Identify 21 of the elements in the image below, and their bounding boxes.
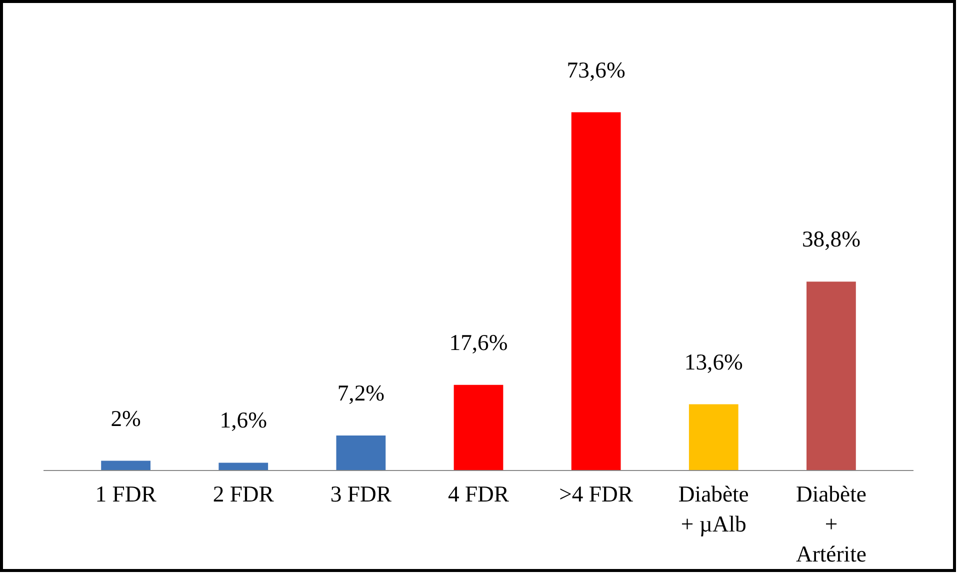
bar [101, 460, 150, 470]
data-label: 17,6% [449, 330, 508, 355]
x-tick-label: 1 FDR [95, 482, 158, 506]
bar [571, 112, 621, 470]
data-label: 38,8% [802, 226, 861, 252]
x-tick-label: 2 FDR [212, 482, 275, 506]
bar [688, 404, 738, 470]
data-label: 73,6% [566, 57, 626, 82]
x-tick-label: Diabète + µAlb [678, 482, 749, 536]
bar [806, 282, 856, 470]
bar [454, 384, 504, 470]
x-tick-label: 4 FDR [448, 482, 510, 506]
bar [218, 462, 268, 470]
x-tick-label: Diabète + Artérite [796, 482, 866, 566]
x-tick-label: >4 FDR [559, 482, 634, 506]
x-tick-label: 3 FDR [330, 482, 392, 506]
data-label: 1,6% [220, 408, 268, 433]
bar [336, 435, 386, 470]
data-label: 2% [110, 406, 142, 431]
data-label: 13,6% [684, 349, 744, 374]
data-label: 7,2% [337, 380, 385, 406]
